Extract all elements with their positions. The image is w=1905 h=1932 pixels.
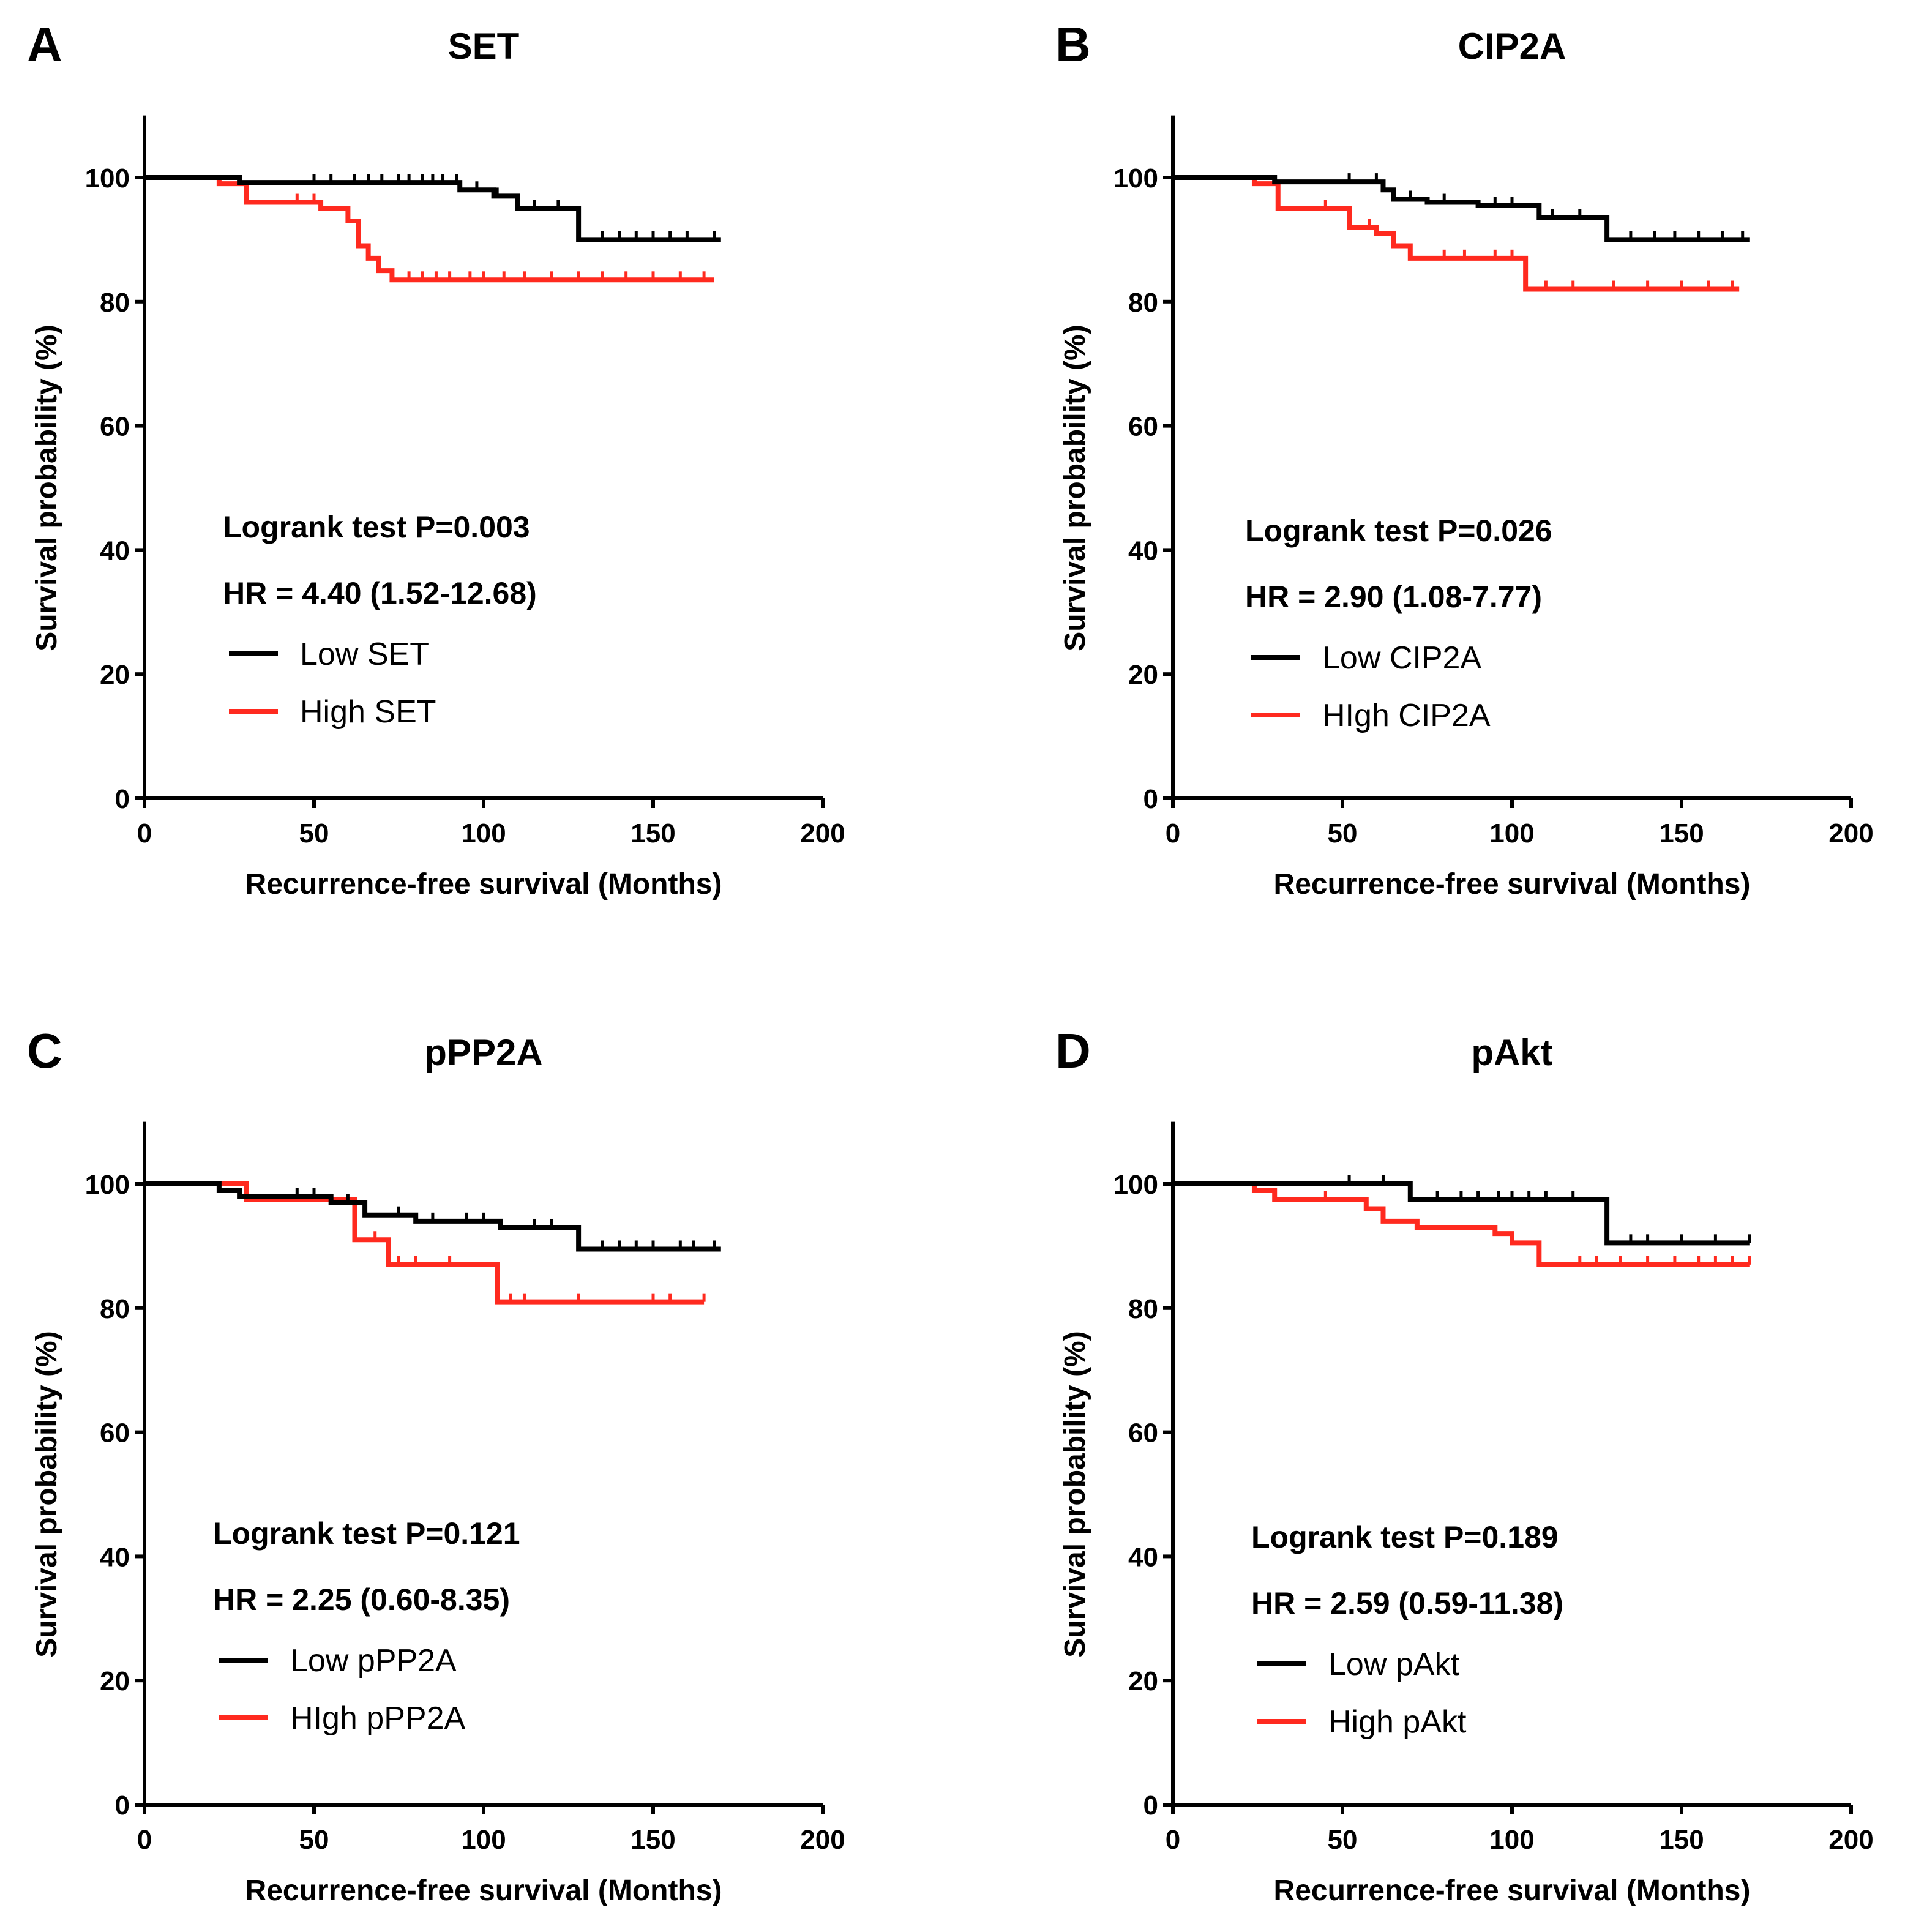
x-tick-label: 100 bbox=[461, 818, 506, 848]
legend-label: Low pAkt bbox=[1328, 1647, 1459, 1682]
x-tick-label: 0 bbox=[1166, 1825, 1180, 1855]
x-tick-label: 200 bbox=[800, 1825, 845, 1855]
panel-letter: B bbox=[1055, 17, 1091, 72]
y-tick-label: 40 bbox=[100, 1542, 130, 1572]
y-tick-label: 60 bbox=[1128, 412, 1158, 442]
panel-letter: C bbox=[27, 1024, 62, 1078]
x-tick-label: 100 bbox=[1489, 818, 1534, 848]
x-tick-label: 0 bbox=[137, 818, 152, 848]
legend-label: HIgh pPP2A bbox=[290, 1701, 465, 1736]
logrank-annotation: Logrank test P=0.121 bbox=[213, 1516, 520, 1551]
y-tick-label: 80 bbox=[1128, 1294, 1158, 1324]
y-tick-label: 100 bbox=[1113, 1170, 1158, 1200]
y-tick-label: 80 bbox=[100, 288, 130, 318]
x-tick-label: 150 bbox=[631, 1825, 675, 1855]
y-tick-label: 0 bbox=[1143, 784, 1158, 814]
y-tick-label: 80 bbox=[1128, 288, 1158, 318]
y-tick-label: 20 bbox=[100, 1666, 130, 1696]
y-tick-label: 20 bbox=[1128, 1666, 1158, 1696]
km-curve-high bbox=[144, 175, 714, 283]
y-axis-label: Survival probability (%) bbox=[31, 1331, 63, 1657]
hazard-ratio-annotation: HR = 2.25 (0.60-8.35) bbox=[213, 1582, 510, 1617]
chart-title: pAkt bbox=[1471, 1032, 1552, 1073]
x-tick-label: 150 bbox=[1659, 1825, 1704, 1855]
y-tick-label: 40 bbox=[1128, 536, 1158, 566]
legend-label: HIgh CIP2A bbox=[1322, 698, 1491, 733]
legend-label: Low CIP2A bbox=[1322, 640, 1481, 676]
x-tick-label: 50 bbox=[299, 818, 329, 848]
panel-letter: A bbox=[27, 17, 62, 72]
y-tick-label: 0 bbox=[115, 1791, 130, 1821]
x-axis-label: Recurrence-free survival (Months) bbox=[245, 1874, 722, 1907]
y-tick-label: 0 bbox=[115, 784, 130, 814]
x-tick-label: 100 bbox=[461, 1825, 506, 1855]
km-curve-low bbox=[144, 175, 721, 242]
y-tick-label: 100 bbox=[85, 1170, 130, 1200]
hazard-ratio-annotation: HR = 2.90 (1.08-7.77) bbox=[1245, 580, 1542, 614]
x-tick-label: 0 bbox=[1166, 818, 1180, 848]
logrank-annotation: Logrank test P=0.026 bbox=[1245, 514, 1552, 548]
x-tick-label: 200 bbox=[1828, 818, 1873, 848]
y-axis-label: Survival probability (%) bbox=[1059, 1331, 1091, 1657]
y-tick-label: 40 bbox=[100, 536, 130, 566]
y-tick-label: 20 bbox=[100, 660, 130, 690]
y-tick-label: 40 bbox=[1128, 1542, 1158, 1572]
x-tick-label: 50 bbox=[1328, 1825, 1358, 1855]
y-axis-label: Survival probability (%) bbox=[1059, 324, 1091, 651]
x-tick-label: 200 bbox=[1828, 1825, 1873, 1855]
panel-letter: D bbox=[1055, 1024, 1091, 1078]
x-tick-label: 150 bbox=[631, 818, 675, 848]
chart-title: SET bbox=[448, 26, 520, 67]
y-tick-label: 100 bbox=[85, 163, 130, 193]
x-tick-label: 0 bbox=[137, 1825, 152, 1855]
panel-A: A SET 0 20 40 60 80 100 0 50 100 150 200 Recurrence-f… bbox=[27, 17, 845, 900]
hazard-ratio-annotation: HR = 4.40 (1.52-12.68) bbox=[223, 576, 537, 610]
y-tick-label: 20 bbox=[1128, 660, 1158, 690]
km-curve-high bbox=[1173, 175, 1740, 292]
legend-label: Low SET bbox=[300, 637, 429, 672]
legend-label: High SET bbox=[300, 694, 436, 730]
chart-title: CIP2A bbox=[1458, 26, 1566, 67]
y-tick-label: 0 bbox=[1143, 1791, 1158, 1821]
x-tick-label: 200 bbox=[800, 818, 845, 848]
legend-label: Low pPP2A bbox=[290, 1643, 457, 1679]
x-tick-label: 150 bbox=[1659, 818, 1704, 848]
km-curve-low bbox=[1173, 175, 1750, 242]
legend-label: High pAkt bbox=[1328, 1704, 1467, 1740]
x-axis-label: Recurrence-free survival (Months) bbox=[1274, 868, 1751, 900]
y-tick-label: 60 bbox=[100, 1418, 130, 1448]
x-tick-label: 100 bbox=[1489, 1825, 1534, 1855]
x-tick-label: 50 bbox=[299, 1825, 329, 1855]
x-axis-label: Recurrence-free survival (Months) bbox=[245, 868, 722, 900]
panel-B: B CIP2A 0 20 40 60 80 100 0 50 100 150 200 Recurrence… bbox=[1055, 17, 1874, 900]
chart-title: pPP2A bbox=[424, 1032, 542, 1073]
y-tick-label: 80 bbox=[100, 1294, 130, 1324]
y-tick-label: 60 bbox=[1128, 1418, 1158, 1448]
x-axis-label: Recurrence-free survival (Months) bbox=[1274, 1874, 1751, 1907]
logrank-annotation: Logrank test P=0.189 bbox=[1251, 1520, 1559, 1554]
hazard-ratio-annotation: HR = 2.59 (0.59-11.38) bbox=[1251, 1586, 1563, 1620]
logrank-annotation: Logrank test P=0.003 bbox=[223, 510, 530, 544]
y-tick-label: 60 bbox=[100, 412, 130, 442]
y-tick-label: 100 bbox=[1113, 163, 1158, 193]
km-curve-low bbox=[144, 1181, 721, 1252]
x-tick-label: 50 bbox=[1328, 818, 1358, 848]
y-axis-label: Survival probability (%) bbox=[31, 324, 63, 651]
km-curve-high bbox=[1173, 1181, 1750, 1267]
km-curve-high bbox=[144, 1181, 705, 1305]
